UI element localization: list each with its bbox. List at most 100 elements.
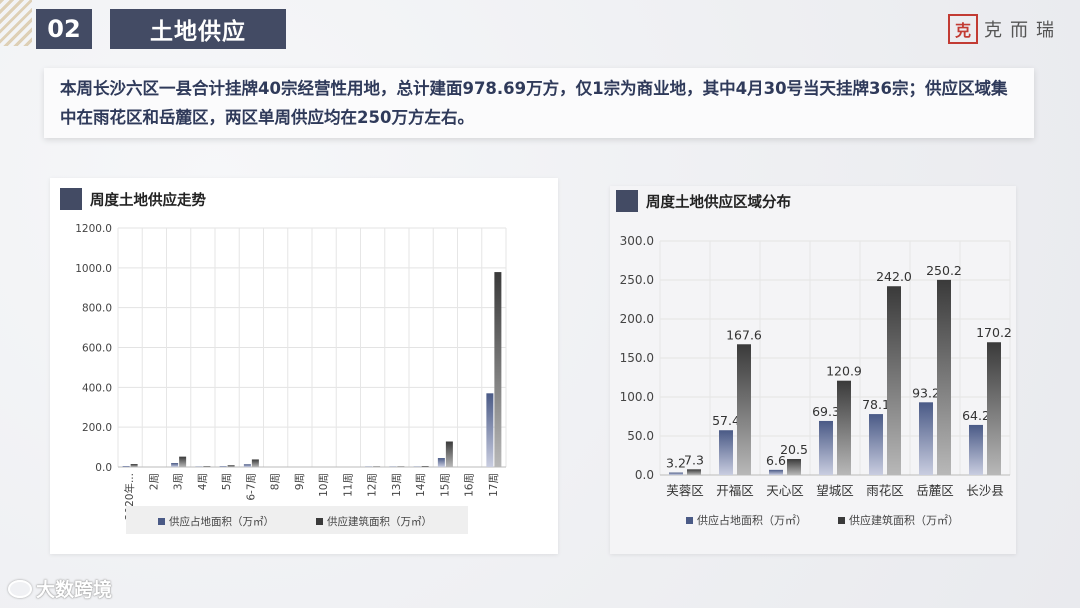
x-tick-label: 4周: [197, 473, 209, 490]
summary-text: 本周长沙六区一县合计挂牌40宗经营性用地，总计建面978.69万方，仅1宗为商业…: [60, 79, 1008, 127]
y-tick-label: 0.0: [95, 462, 112, 474]
x-tick-label: 5周: [221, 473, 233, 490]
y-tick-label: 400.0: [82, 382, 112, 394]
title-square-icon: [60, 188, 82, 210]
weekly-trend-title-text: 周度土地供应走势: [90, 192, 206, 209]
x-tick-label: 天心区: [766, 483, 804, 498]
y-tick-label: 50.0: [627, 429, 654, 443]
bar-building-area: [837, 380, 851, 475]
data-label: 167.6: [726, 327, 762, 342]
bar-building-area: [227, 465, 235, 467]
legend-label: 供应建筑面积（万㎡）: [327, 515, 432, 528]
bar-building-area: [179, 456, 187, 467]
x-tick-label: 13周: [391, 473, 403, 497]
bar-building-area: [373, 466, 381, 467]
data-label: 6.6: [766, 453, 786, 468]
data-label: 69.3: [812, 404, 840, 419]
summary-box: 本周长沙六区一县合计挂牌40宗经营性用地，总计建面978.69万方，仅1宗为商业…: [44, 68, 1034, 138]
y-tick-label: 200.0: [620, 312, 654, 326]
bar-land-area: [969, 424, 983, 475]
data-label: 57.4: [712, 413, 740, 428]
bar-land-area: [486, 393, 494, 467]
bar-land-area: [819, 420, 833, 475]
watermark: 大数跨境: [8, 575, 112, 602]
x-tick-label: 开福区: [716, 483, 754, 498]
district-panel: 周度土地供应区域分布 0.0 50.0 100.0 150.0 200.0 250.0 30…: [610, 186, 1016, 554]
x-tick-label: 雨花区: [866, 483, 904, 498]
x-tick-label: 16周: [464, 473, 476, 497]
y-tick-label: 1000.0: [75, 263, 112, 275]
bar-building-area: [937, 279, 951, 475]
bar-land-area: [869, 414, 883, 475]
y-tick-label: 200.0: [82, 422, 112, 434]
bar-land-area: [122, 466, 130, 467]
logo-seal-icon: 克: [948, 14, 978, 44]
data-label: 78.1: [862, 397, 890, 412]
bar-building-area: [445, 441, 453, 467]
bar-building-area: [251, 459, 259, 467]
bar-land-area: [243, 464, 251, 467]
district-chart: 0.0 50.0 100.0 150.0 200.0 250.0 300.0 3.27.3 芙蓉…: [620, 234, 1012, 527]
bar-building-area: [737, 344, 751, 475]
x-tick-label: 2周: [148, 473, 160, 490]
legend-label: 供应建筑面积（万㎡）: [849, 513, 959, 527]
bar-building-area: [494, 272, 502, 467]
bar-land-area: [919, 402, 933, 475]
bar-land-area: [669, 472, 683, 475]
y-tick-label: 0.0: [635, 468, 654, 482]
data-label: 64.2: [962, 408, 990, 423]
legend-swatch: [686, 517, 693, 524]
data-label: 20.5: [780, 442, 808, 457]
bar-land-area: [219, 466, 227, 467]
legend-swatch: [838, 517, 845, 524]
data-label: 242.0: [876, 269, 912, 284]
x-tick-label: 11周: [342, 473, 354, 497]
bar-building-area: [987, 342, 1001, 475]
y-tick-label: 600.0: [82, 343, 112, 355]
district-title-text: 周度土地供应区域分布: [646, 194, 791, 211]
x-tick-label: 芙蓉区: [666, 483, 704, 498]
bar-building-area: [203, 466, 211, 467]
x-tick-label: 望城区: [816, 483, 854, 498]
y-tick-label: 150.0: [620, 351, 654, 365]
data-label: 7.3: [684, 452, 704, 467]
bar-building-area: [787, 459, 801, 475]
legend-label: 供应占地面积（万㎡）: [169, 515, 274, 528]
logo-text: 克而瑞: [984, 20, 1062, 41]
x-tick-label: 3周: [173, 473, 185, 490]
bar-building-area: [687, 469, 701, 475]
decorative-stripes: [0, 0, 32, 46]
watermark-logo-icon: [8, 579, 32, 598]
title-square-icon: [616, 190, 638, 212]
bar-building-area: [421, 466, 429, 467]
data-label: 3.2: [666, 456, 686, 471]
x-tick-label: 9周: [294, 473, 306, 490]
x-tick-label: 长沙县: [966, 483, 1004, 498]
x-tick-label: 6-7周: [245, 473, 257, 501]
x-tick-label: 12周: [367, 473, 379, 497]
brand-logo: 克 克而瑞: [948, 14, 1062, 44]
legend-swatch: [316, 518, 323, 525]
bar-land-area: [437, 458, 445, 467]
x-tick-label: 岳麓区: [916, 483, 954, 498]
watermark-text: 大数跨境: [36, 579, 113, 601]
y-tick-label: 300.0: [620, 234, 654, 248]
section-number: 02: [36, 9, 92, 49]
section-title: 土地供应: [110, 9, 286, 49]
weekly-trend-panel: 周度土地供应走势 0.0 200.0 400.0 600.0 800.0 1000.0 12…: [50, 178, 558, 554]
data-label: 120.9: [826, 364, 862, 379]
x-tick-label: 8周: [270, 473, 282, 490]
y-tick-label: 800.0: [82, 303, 112, 315]
x-tick-label: 14周: [415, 473, 427, 497]
data-label: 93.2: [912, 385, 940, 400]
legend-label: 供应占地面积（万㎡）: [697, 513, 807, 527]
x-tick-label: 15周: [439, 473, 451, 497]
x-tick-label: 17周: [488, 473, 500, 497]
legend-background: [126, 506, 468, 534]
data-label: 170.2: [976, 325, 1012, 340]
legend-swatch: [158, 518, 165, 525]
weekly-trend-title: 周度土地供应走势: [60, 188, 206, 210]
bar-building-area: [397, 466, 405, 467]
bar-land-area: [719, 430, 733, 475]
bar-land-area: [769, 469, 783, 475]
